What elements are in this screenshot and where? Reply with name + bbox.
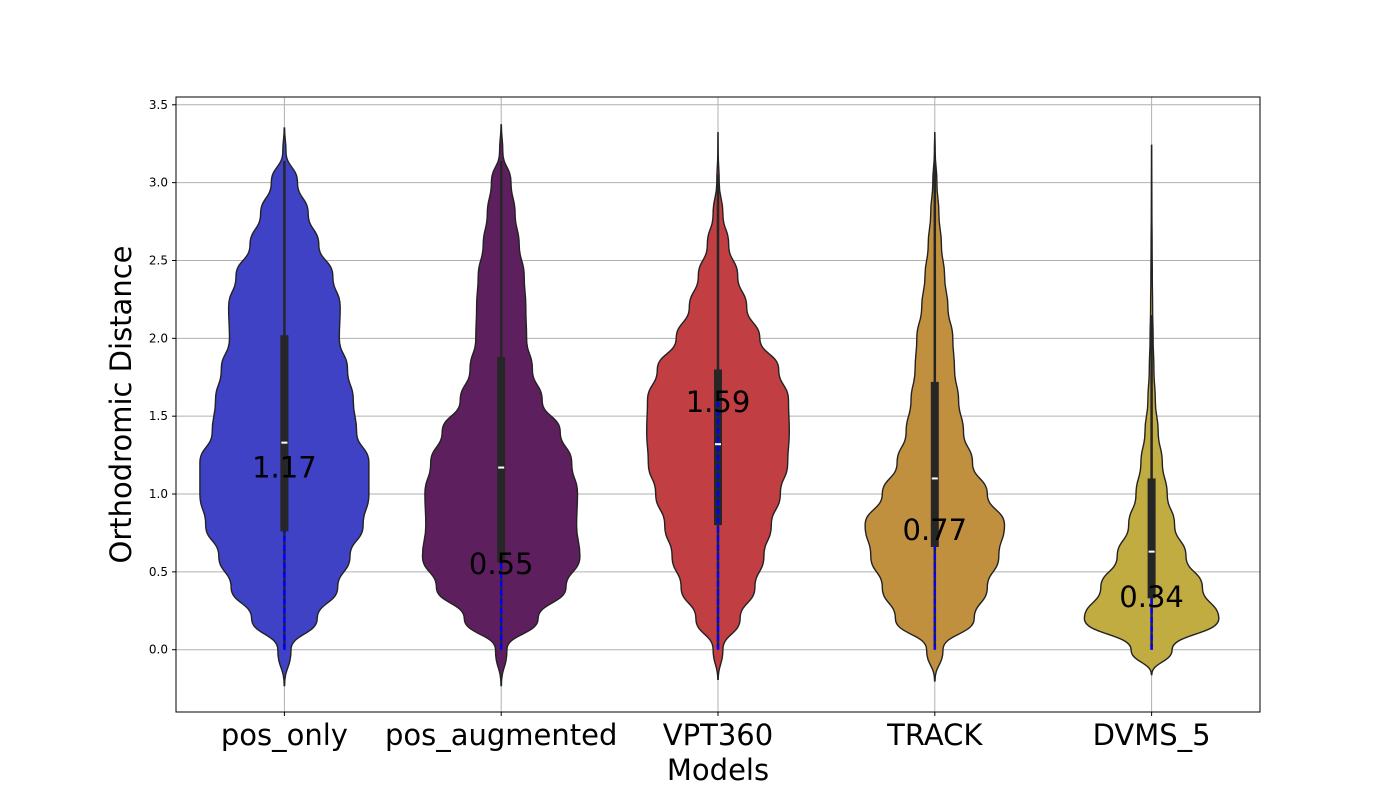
x-tick-label: pos_only: [221, 718, 348, 752]
y-tick-label: 2.0: [149, 331, 168, 345]
x-axis-ticks: pos_only pos_augmented VPT360 TRACK DVMS_5: [221, 712, 1211, 752]
x-tick-label: TRACK: [886, 718, 983, 752]
y-axis-ticks: 0.0 0.5 1.0 1.5 2.0 2.5 3.0 3.5: [149, 98, 176, 657]
box-plots: [280, 160, 1156, 650]
x-tick-label: pos_augmented: [385, 718, 617, 752]
annotation-VPT360: 1.59: [686, 385, 751, 419]
annotation-pos_augmented: 0.55: [469, 547, 534, 581]
y-tick-label: 0.5: [149, 565, 168, 579]
y-tick-label: 3.5: [149, 98, 168, 112]
y-tick-label: 0.0: [149, 643, 168, 657]
x-tick-label: VPT360: [663, 718, 773, 752]
y-axis-title: Orthodromic Distance: [104, 246, 138, 564]
iqr-box-DVMS_5: [1147, 478, 1156, 599]
iqr-box-pos_augmented: [497, 357, 506, 563]
x-tick-label: DVMS_5: [1093, 718, 1211, 752]
y-tick-label: 3.0: [149, 176, 168, 190]
annotation-TRACK: 0.77: [903, 513, 968, 547]
y-tick-label: 2.5: [149, 253, 168, 267]
x-axis-title: Models: [667, 753, 769, 787]
annotations: 1.17 0.55 1.59 0.77 0.34: [252, 385, 1184, 614]
y-tick-label: 1.0: [149, 487, 168, 501]
annotation-pos_only: 1.17: [252, 451, 317, 485]
y-tick-label: 1.5: [149, 409, 168, 423]
annotation-DVMS_5: 0.34: [1119, 580, 1184, 614]
iqr-box-TRACK: [930, 381, 939, 547]
iqr-box-pos_only: [280, 335, 289, 532]
